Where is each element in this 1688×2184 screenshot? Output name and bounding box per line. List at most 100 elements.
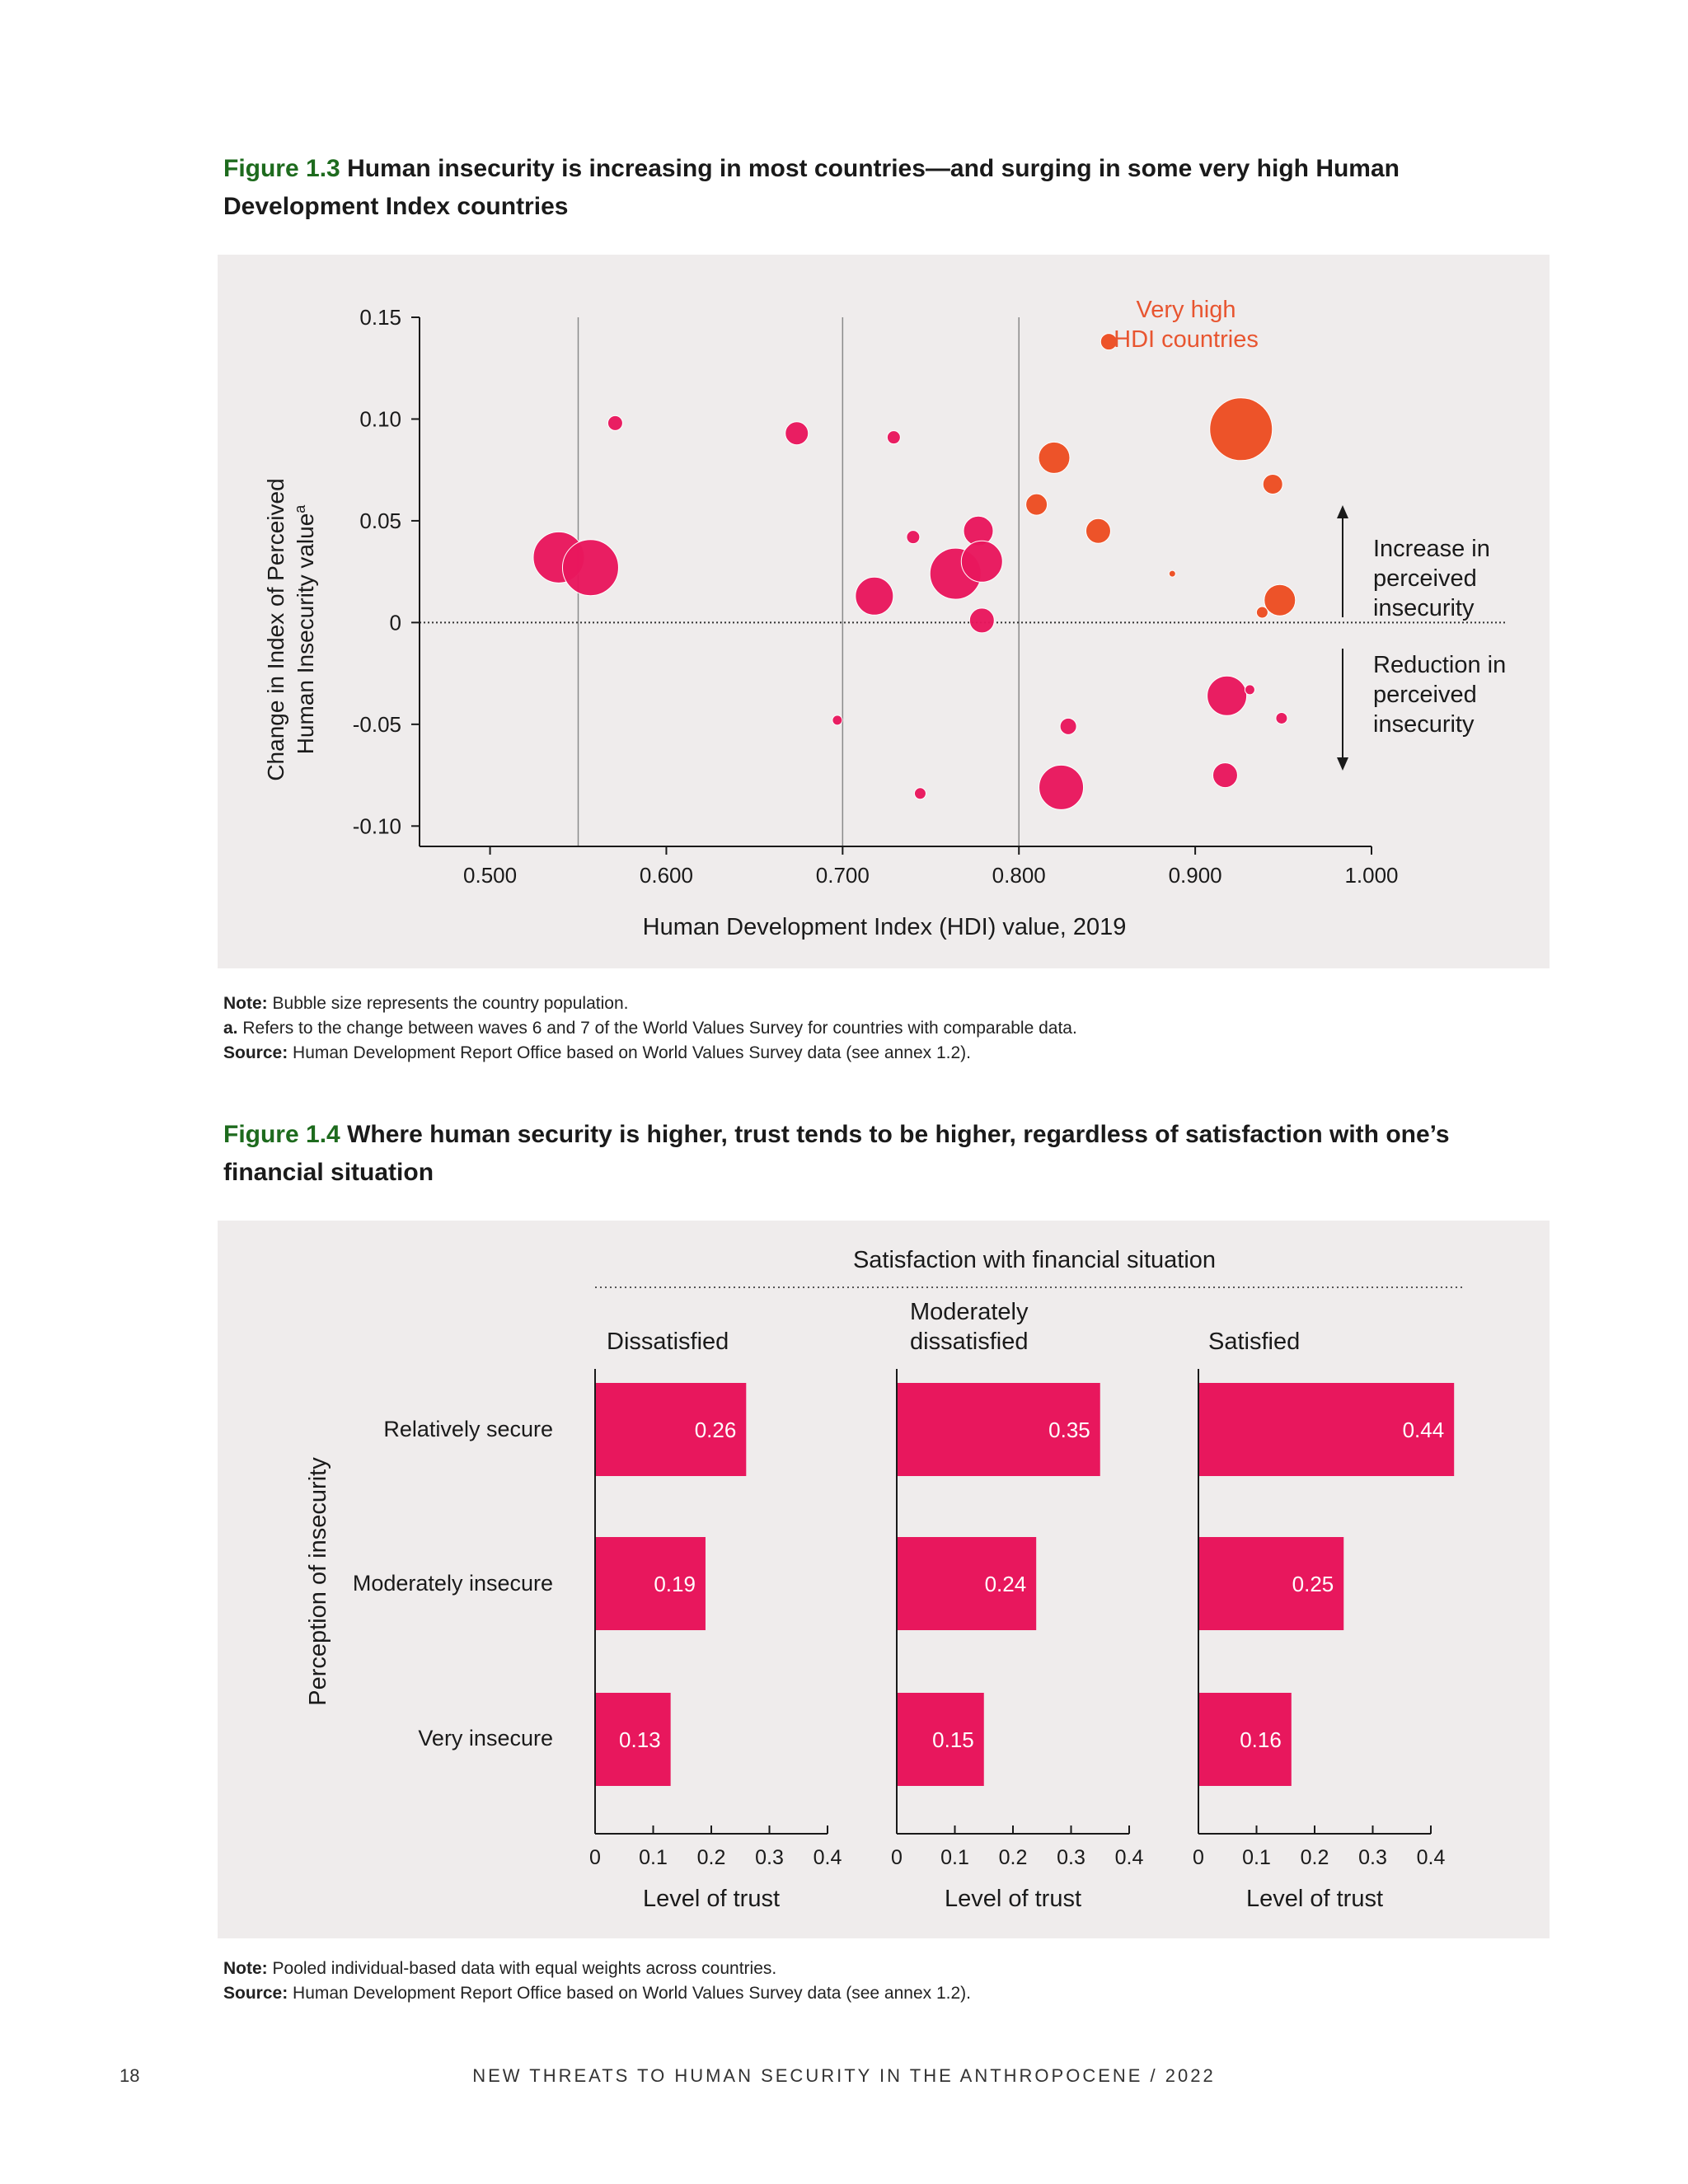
bubbles	[532, 333, 1296, 810]
increase-label-line1: Increase in	[1373, 536, 1490, 562]
figure-1-3-notes: Note: Bubble size represents the country…	[223, 991, 1509, 1066]
figure-1-3-title: Figure 1.3 Human insecurity is increasin…	[223, 150, 1509, 226]
x-tick-label: 0.1	[1242, 1846, 1271, 1869]
y-axis-label: Perception of insecurity	[305, 1457, 331, 1706]
x-tick-label: 0.4	[1417, 1846, 1446, 1869]
bubble-point	[1059, 717, 1077, 735]
bar	[898, 1693, 984, 1786]
bar-value-label: 0.19	[654, 1572, 696, 1596]
panel-label-dissatisfied: Dissatisfied	[607, 1329, 729, 1355]
panel-label-moderately-dissatisfied-line2: dissatisfied	[910, 1329, 1028, 1355]
satisfaction-header: Satisfaction with financial situation	[853, 1247, 1216, 1273]
y-axis-label-line2: Human Insecurity valuea	[292, 504, 318, 755]
bubble-point	[1168, 569, 1176, 578]
x-axis-label: Level of trust	[643, 1886, 780, 1912]
bar	[898, 1383, 1100, 1476]
x-tick-label: 0	[589, 1846, 601, 1869]
y-axis-label-line2-text: Human Insecurity value	[293, 513, 318, 755]
y-tick-label: 0.05	[359, 509, 401, 533]
x-tick-label: 0.1	[639, 1846, 668, 1869]
source-text: Human Development Report Office based on…	[293, 1043, 971, 1062]
x-tick-label: 0	[1193, 1846, 1204, 1869]
bar-value-label: 0.35	[1048, 1418, 1090, 1442]
increase-label-line3: insecurity	[1373, 595, 1475, 621]
bar-value-label: 0.26	[695, 1418, 737, 1442]
running-title: NEW THREATS TO HUMAN SECURITY IN THE ANT…	[472, 2065, 1216, 2086]
x-tick-label: 0.900	[1169, 863, 1222, 888]
bar-chart-panel: Satisfaction with financial situation Di…	[218, 1221, 1550, 1938]
scatter-chart: 0.15 0.10 0.05 0 -0.05 -0.10 0.500 0.600 0.700 0.…	[263, 297, 1506, 940]
x-tick-label: 0.800	[992, 863, 1046, 888]
bubble-point	[1100, 333, 1118, 351]
source-label: Source:	[223, 1984, 288, 2003]
figure-title-text: Human insecurity is increasing in most c…	[223, 155, 1400, 220]
x-tick-label: 0.1	[940, 1846, 969, 1869]
x-tick-label: 0.2	[999, 1846, 1028, 1869]
bubble-point	[1244, 684, 1255, 696]
bar	[596, 1383, 747, 1476]
x-axis-label: Level of trust	[1246, 1886, 1383, 1912]
figure-1-4-notes: Note: Pooled individual-based data with …	[223, 1957, 1509, 2006]
scatter-chart-panel: 0.15 0.10 0.05 0 -0.05 -0.10 0.500 0.600 0.700 0.…	[218, 255, 1550, 968]
category-label-relatively-secure: Relatively secure	[383, 1417, 553, 1441]
x-tick-label: 0.4	[1115, 1846, 1144, 1869]
figure-number: Figure 1.3	[223, 155, 340, 182]
bubble-point	[906, 530, 921, 545]
bar	[1199, 1537, 1344, 1630]
y-tick-label: 0.15	[359, 305, 401, 330]
bar	[1199, 1693, 1292, 1786]
bubble-point	[1212, 762, 1238, 789]
note-text: Pooled individual-based data with equal …	[272, 1959, 777, 1978]
bubble-point	[960, 540, 1003, 583]
note-text: Bubble size represents the country popul…	[272, 994, 629, 1013]
note-label: Note:	[223, 994, 268, 1013]
bubble-point	[886, 430, 901, 445]
source-label: Source:	[223, 1043, 288, 1062]
page-number: 18	[120, 2065, 140, 2086]
bar	[898, 1537, 1037, 1630]
x-tick-label: 0.3	[1057, 1846, 1085, 1869]
y-tick-label: -0.10	[353, 813, 401, 838]
bar	[596, 1537, 706, 1630]
reduction-arrow-head	[1337, 757, 1348, 771]
bubble-point	[1255, 606, 1268, 619]
figure-title-text: Where human security is higher, trust te…	[223, 1121, 1450, 1186]
bubble-point	[913, 787, 926, 800]
reduction-label-line1: Reduction in	[1373, 652, 1506, 678]
bar-value-label: 0.24	[985, 1572, 1027, 1596]
bubble-point	[1264, 583, 1296, 616]
very-high-label-line1: Very high	[1137, 297, 1236, 323]
bar	[1199, 1383, 1455, 1476]
bubble-point	[1038, 441, 1071, 474]
y-tick-label: 0.10	[359, 406, 401, 431]
bar-value-label: 0.16	[1240, 1727, 1282, 1752]
bar-chart: Satisfaction with financial situation Di…	[305, 1247, 1464, 1912]
bubble-point	[1025, 493, 1048, 516]
reduction-label-line2: perceived	[1373, 682, 1477, 708]
category-label-very-insecure: Very insecure	[418, 1726, 553, 1750]
figure-number: Figure 1.4	[223, 1121, 340, 1148]
bubble-point	[561, 539, 619, 597]
bar-value-label: 0.44	[1403, 1418, 1445, 1442]
bubble-point	[855, 576, 894, 616]
bubble-point	[1085, 518, 1111, 544]
bubble-point	[607, 415, 623, 431]
bubble-point	[1039, 764, 1085, 810]
footnote-label: a.	[223, 1019, 238, 1038]
bar-value-label: 0.25	[1292, 1572, 1334, 1596]
x-tick-label: 0.2	[1301, 1846, 1329, 1869]
x-tick-label: 1.000	[1344, 863, 1398, 888]
x-tick-label: 0.3	[755, 1846, 784, 1869]
y-tick-label: 0	[390, 610, 401, 635]
source-text: Human Development Report Office based on…	[293, 1984, 971, 2003]
bubble-point	[1262, 473, 1283, 494]
panel-label-moderately-dissatisfied-line1: Moderately	[910, 1299, 1029, 1325]
figure-1-4-title: Figure 1.4 Where human security is highe…	[223, 1116, 1509, 1192]
axes: 0.15 0.10 0.05 0 -0.05 -0.10 0.500 0.600 0.700 0.…	[353, 305, 1399, 888]
bubble-point	[968, 607, 995, 634]
bar	[596, 1693, 671, 1786]
bubble-point	[1275, 711, 1288, 724]
note-label: Note:	[223, 1959, 268, 1978]
x-axis-label: Human Development Index (HDI) value, 201…	[643, 914, 1127, 940]
footnote-text: Refers to the change between waves 6 and…	[242, 1019, 1077, 1038]
